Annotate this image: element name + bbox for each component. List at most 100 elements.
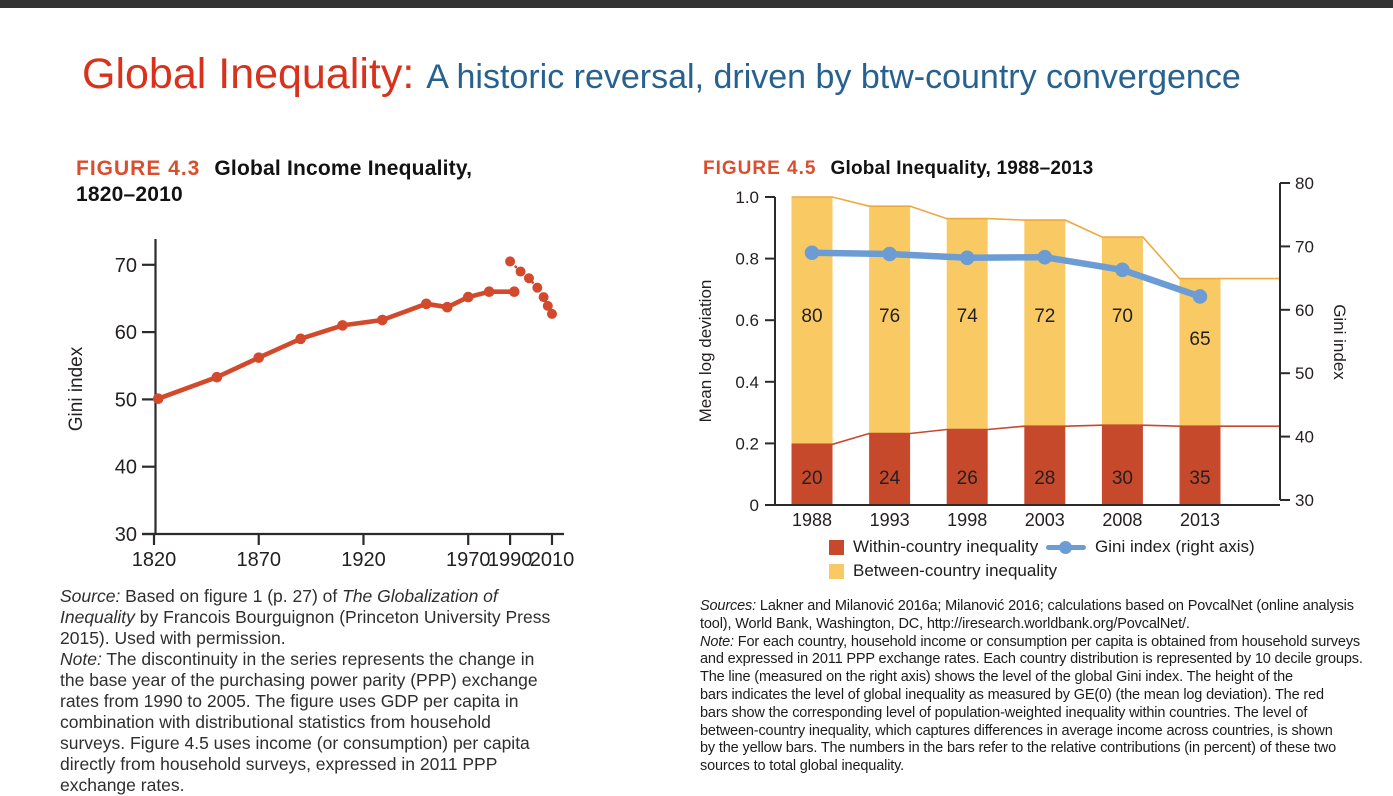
note-line: 2015). Used with permission.	[60, 628, 286, 648]
y-tick-label: 30	[115, 524, 137, 546]
x-tick-label: 1970	[446, 549, 491, 571]
bar-within-value-label: 24	[879, 468, 901, 489]
x-tick-label: 1820	[132, 549, 177, 571]
x-tick-label: 2008	[1102, 510, 1142, 530]
slide-title-emphasis: Global Inequality:	[82, 50, 415, 98]
figure-4-3-label: FIGURE 4.3	[76, 157, 201, 180]
bar-between-value-label: 76	[879, 306, 900, 327]
data-point	[337, 320, 348, 331]
data-point	[483, 286, 495, 298]
note-line: Sources: Lakner and Milanović 2016a; Mil…	[700, 598, 1354, 614]
data-point	[421, 298, 432, 310]
left-tick-label: 0.8	[735, 250, 759, 269]
x-tick-label: 2003	[1025, 510, 1065, 530]
note-line: between-country inequality, which captur…	[700, 722, 1333, 739]
data-point	[377, 314, 388, 326]
note-line: bars indicates the level of global inequ…	[700, 686, 1324, 703]
gini-line	[808, 249, 1204, 300]
left-tick-label: 1.0	[735, 188, 759, 207]
data-point	[211, 371, 223, 383]
right-tick-label: 40	[1295, 428, 1314, 447]
data-point	[462, 291, 474, 303]
data-point	[542, 300, 553, 311]
y-tick-label: 60	[115, 322, 137, 344]
note-line: The line (measured on the right axis) sh…	[700, 669, 1293, 686]
left-tick-label: 0.4	[735, 373, 759, 392]
y-axis-label: Gini index	[66, 346, 87, 431]
bar-between-value-label: 74	[957, 306, 979, 327]
bar-within-segment	[791, 444, 833, 505]
x-tick-label: 1870	[236, 549, 281, 571]
gini-point	[1115, 262, 1130, 278]
bar-within-segment	[1179, 426, 1221, 505]
bar-within-segment	[1101, 425, 1143, 505]
note-line: by the yellow bars. The numbers in the b…	[700, 740, 1337, 757]
legend-within-country: Within-country inequality	[829, 537, 1039, 556]
figure-4-5-heading: FIGURE 4.5 Global Inequality, 1988–2013	[703, 156, 1093, 182]
top-bar	[0, 0, 1393, 8]
bar-within-segment	[869, 433, 911, 505]
data-point	[295, 333, 306, 345]
note-line: Note: The discontinuity in the series re…	[60, 649, 535, 669]
note-line: surveys. Figure 4.5 uses income (or cons…	[60, 733, 530, 753]
legend-between-country: Between-country inequality	[829, 561, 1057, 580]
bar-between-value-label: 80	[801, 306, 822, 327]
data-point	[532, 282, 543, 293]
bar-between-segment	[869, 206, 911, 434]
figure-4-3-heading-line1: FIGURE 4.3 Global Income Inequality,	[76, 156, 472, 182]
y-tick-label: 70	[115, 255, 137, 277]
right-axis-label: Gini index	[1330, 304, 1349, 380]
x-tick-label: 1920	[341, 549, 386, 571]
note-line: and expressed in 2011 PPP exchange rates…	[700, 651, 1363, 668]
data-point	[523, 273, 534, 284]
x-tick-label: 1988	[792, 510, 832, 530]
slide-title: Global Inequality: A historic reversal, d…	[82, 48, 1241, 103]
figure-4-5-label: FIGURE 4.5	[703, 158, 817, 179]
note-line: combination with distributional statisti…	[60, 712, 491, 732]
bar-within-value-label: 20	[801, 468, 822, 489]
series-line-solid	[157, 289, 515, 401]
bar-within-value-label: 26	[957, 468, 978, 489]
left-tick-label: 0	[750, 496, 759, 515]
note-line: bars show the corresponding level of pop…	[700, 704, 1308, 721]
bar-within-value-label: 28	[1034, 468, 1055, 489]
gini-point	[804, 245, 820, 261]
y-tick-label: 50	[115, 389, 137, 411]
right-tick-label: 80	[1295, 175, 1314, 193]
note-line: Note: For each country, household income…	[700, 633, 1361, 650]
note-line: exchange rates.	[60, 775, 185, 795]
right-tick-label: 50	[1295, 364, 1314, 383]
left-tick-label: 0.6	[735, 311, 759, 330]
note-line: directly from household surveys, express…	[60, 754, 498, 774]
figure-4-5-title: Global Inequality, 1988–2013	[830, 158, 1094, 179]
figure-4-3-title: Global Income Inequality,	[214, 157, 473, 180]
left-axis-label: Mean log deviation	[696, 280, 715, 423]
legend-gini-label: Gini index (right axis)	[1095, 537, 1255, 556]
bar-between-value-label: 72	[1034, 306, 1055, 327]
figure-4-3-heading: FIGURE 4.3 Global Income Inequality, 1820…	[76, 156, 472, 208]
data-point	[508, 286, 520, 298]
figure-4-3-note: Source: Based on figure 1 (p. 27) of The…	[60, 586, 550, 796]
note-line: Inequality by Francois Bourguignon (Prin…	[60, 607, 551, 627]
right-tick-label: 30	[1295, 491, 1314, 510]
legend-within-label: Within-country inequality	[853, 537, 1039, 556]
figure-4-3-title-line2: 1820–2010	[76, 183, 183, 206]
note-line: tool), World Bank, Washington, DC, http:…	[700, 615, 1190, 632]
within-country-swatch-icon	[829, 539, 844, 555]
x-tick-label: 1990	[488, 549, 533, 571]
data-point	[441, 301, 453, 313]
x-tick-label: 2010	[530, 549, 575, 571]
slide-title-rest: A historic reversal, driven by btw-count…	[426, 58, 1241, 96]
between-country-swatch-icon	[829, 563, 844, 579]
gini-line-swatch-icon	[1046, 540, 1086, 555]
note-line: the base year of the purchasing power pa…	[60, 670, 538, 690]
bar-within-value-label: 30	[1112, 468, 1133, 489]
note-line: rates from 1990 to 2005. The figure uses…	[60, 691, 519, 711]
right-tick-label: 60	[1295, 301, 1314, 320]
data-point	[515, 266, 526, 277]
gini-point	[959, 250, 975, 266]
x-tick-label: 1998	[947, 510, 987, 530]
right-tick-label: 70	[1295, 237, 1314, 256]
within-outline	[791, 424, 1280, 446]
